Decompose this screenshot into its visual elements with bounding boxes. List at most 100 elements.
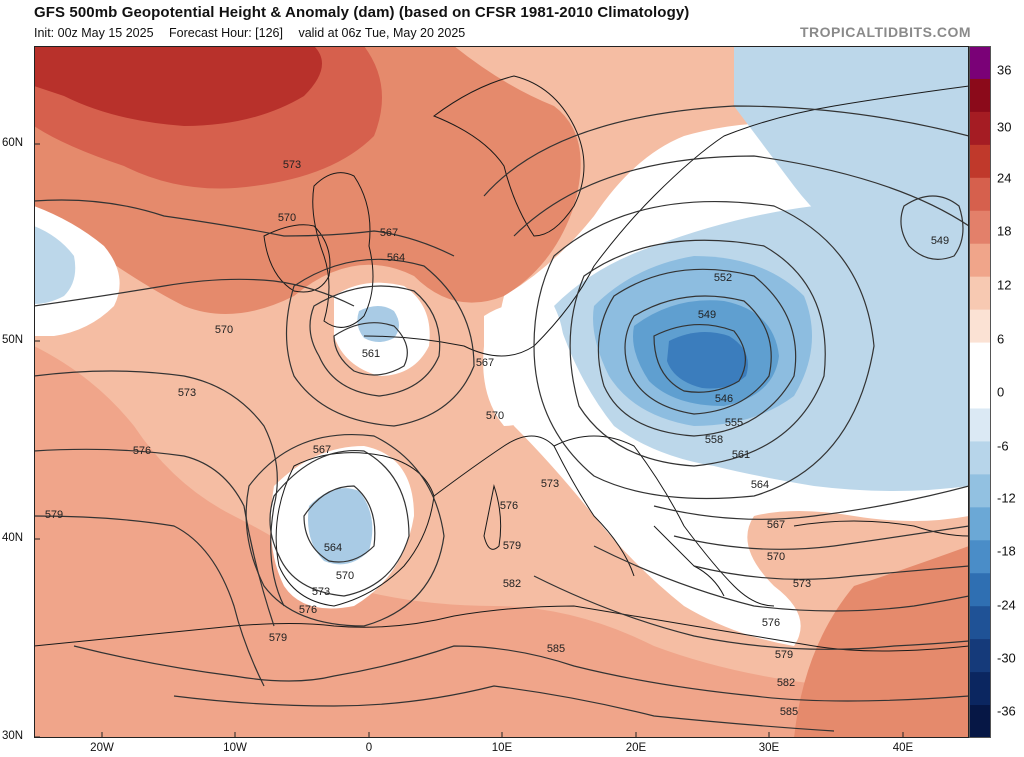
contour-label: 567 [476, 357, 494, 369]
contour-label: 576 [133, 445, 151, 457]
anomaly-negative-24 [667, 332, 748, 389]
colorbar-label: 18 [997, 223, 1012, 239]
lon-label-10e: 10E [491, 742, 513, 754]
anomaly-map: 573 570 567 564 561 570 573 576 579 567 … [34, 46, 969, 738]
colorbar-label: 30 [997, 119, 1012, 135]
colorbar-label: 12 [997, 277, 1012, 293]
contour-label: 549 [931, 235, 949, 247]
anomaly-positive-24 [34, 46, 322, 126]
contour-label: 582 [503, 578, 521, 590]
colorbar-swatch [969, 342, 991, 377]
height-contours [34, 105, 969, 732]
lat-label-40n: 40N [2, 532, 24, 544]
contour-label: 585 [780, 706, 798, 718]
contour-label: 567 [767, 519, 785, 531]
colorbar-swatch [969, 46, 991, 80]
colorbar-label: -18 [997, 543, 1016, 559]
contour-label: 579 [775, 649, 793, 661]
colorbar-swatch [969, 309, 991, 344]
contour-label: 561 [362, 348, 380, 360]
colorbar-swatch [969, 408, 991, 442]
contour-label: 558 [705, 434, 723, 446]
contour-label: 570 [767, 551, 785, 563]
map-canvas: 573 570 567 564 561 570 573 576 579 567 … [34, 46, 969, 738]
contour-label: 555 [725, 417, 743, 429]
colorbar-swatch [969, 177, 991, 212]
anomaly-neutral-central [483, 302, 564, 426]
anomaly-positive-east [794, 546, 969, 738]
colorbar-swatch [969, 474, 991, 508]
lon-label-0: 0 [365, 742, 373, 754]
anomaly-negative-uk [357, 306, 399, 342]
map-title: GFS 500mb Geopotential Height & Anomaly … [34, 4, 690, 21]
lon-label-30e: 30E [758, 742, 780, 754]
colorbar-label: -30 [997, 650, 1016, 666]
lat-label-60n: 60N [2, 137, 24, 149]
colorbar [969, 46, 991, 739]
colorbar-label: 0 [997, 384, 1005, 400]
anomaly-positive-south [34, 346, 969, 738]
colorbar-swatch [969, 111, 991, 146]
contour-label: 573 [283, 159, 301, 171]
colorbar-swatch [969, 441, 991, 475]
colorbar-swatch [969, 540, 991, 574]
lon-label-20w: 20W [90, 742, 114, 754]
contour-label: 570 [215, 324, 233, 336]
contour-label: 579 [269, 632, 287, 644]
contour-label: 570 [486, 410, 504, 422]
colorbar-swatch [969, 507, 991, 541]
contour-label: 573 [178, 387, 196, 399]
colorbar-swatch [969, 705, 991, 739]
colorbar-label: 24 [997, 170, 1012, 186]
colorbar-label: -6 [997, 438, 1009, 454]
colorbar-frame [969, 46, 991, 738]
colorbar-swatch [969, 276, 991, 311]
lon-label-20e: 20E [625, 742, 647, 754]
anomaly-negative-iberia [308, 488, 373, 565]
colorbar-label: 36 [997, 62, 1012, 78]
contour-label: 567 [380, 227, 398, 239]
valid-time: valid at 06z Tue, May 20 2025 [298, 26, 466, 40]
anomaly-negative-west [34, 226, 76, 304]
contour-label: 546 [715, 393, 733, 405]
contour-label: 570 [278, 212, 296, 224]
colorbar-swatch [969, 606, 991, 640]
contour-label: 570 [336, 570, 354, 582]
colorbar-label: -24 [997, 597, 1016, 613]
colorbar-swatch [969, 573, 991, 607]
lat-label-50n: 50N [2, 334, 24, 346]
contour-label: 579 [503, 540, 521, 552]
contour-label: 585 [547, 643, 565, 655]
contour-label: 573 [793, 578, 811, 590]
init-time: Init: 00z May 15 2025 [34, 26, 154, 40]
colorbar-swatch [969, 375, 991, 409]
brand-watermark: TROPICALTIDBITS.COM [799, 24, 971, 40]
colorbar-label: -12 [997, 490, 1016, 506]
forecast-hour: Forecast Hour: [126] [169, 26, 283, 40]
colorbar-swatch [969, 210, 991, 245]
contour-label: 564 [387, 252, 405, 264]
contour-label: 561 [732, 449, 750, 461]
colorbar-swatches [969, 46, 991, 739]
contour-label: 576 [299, 604, 317, 616]
contour-label: 582 [777, 677, 795, 689]
colorbar-swatch [969, 243, 991, 278]
contour-label: 576 [762, 617, 780, 629]
contour-label: 567 [313, 444, 331, 456]
contour-label: 576 [500, 500, 518, 512]
contour-labels: 573 570 567 564 561 570 573 576 579 567 … [45, 159, 949, 718]
contour-label: 573 [312, 586, 330, 598]
contour-label: 552 [714, 272, 732, 284]
lat-label-30n: 30N [2, 730, 24, 742]
colorbar-swatch [969, 639, 991, 673]
contour-label: 549 [698, 309, 716, 321]
contour-label: 573 [541, 478, 559, 490]
contour-label: 579 [45, 509, 63, 521]
colorbar-swatch [969, 672, 991, 706]
lon-label-40e: 40E [892, 742, 914, 754]
contour-label: 564 [751, 479, 769, 491]
map-frame [34, 46, 969, 738]
contour-label: 564 [324, 542, 342, 554]
colorbar-swatch [969, 78, 991, 113]
lon-label-10w: 10W [223, 742, 247, 754]
